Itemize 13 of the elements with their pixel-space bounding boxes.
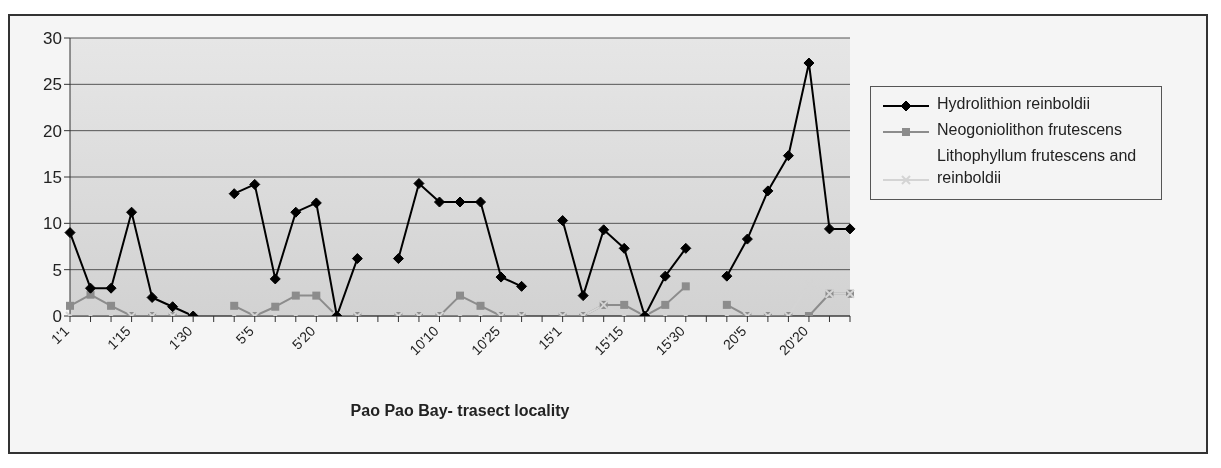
- x-axis-title: Pao Pao Bay- trasect locality: [350, 402, 570, 419]
- legend-label: Neogoniolithon frutescens: [937, 120, 1123, 140]
- y-tick-label: 25: [43, 75, 62, 95]
- x-tick-label: 5'20: [288, 322, 319, 353]
- text: Lithophyllum frutescens and reinboldii: [937, 146, 1137, 188]
- y-tick-label: 30: [43, 29, 62, 49]
- x-tick-label: 5'5: [232, 322, 258, 348]
- x-tick-label: 15'1: [535, 322, 565, 353]
- legend-label: Hydrolithion reinboldii: [937, 94, 1091, 114]
- y-tick-label: 15: [43, 168, 62, 188]
- y-tick-label: 20: [43, 121, 62, 141]
- y-tick-label: 5: [52, 260, 62, 280]
- y-tick-label: 10: [43, 214, 62, 234]
